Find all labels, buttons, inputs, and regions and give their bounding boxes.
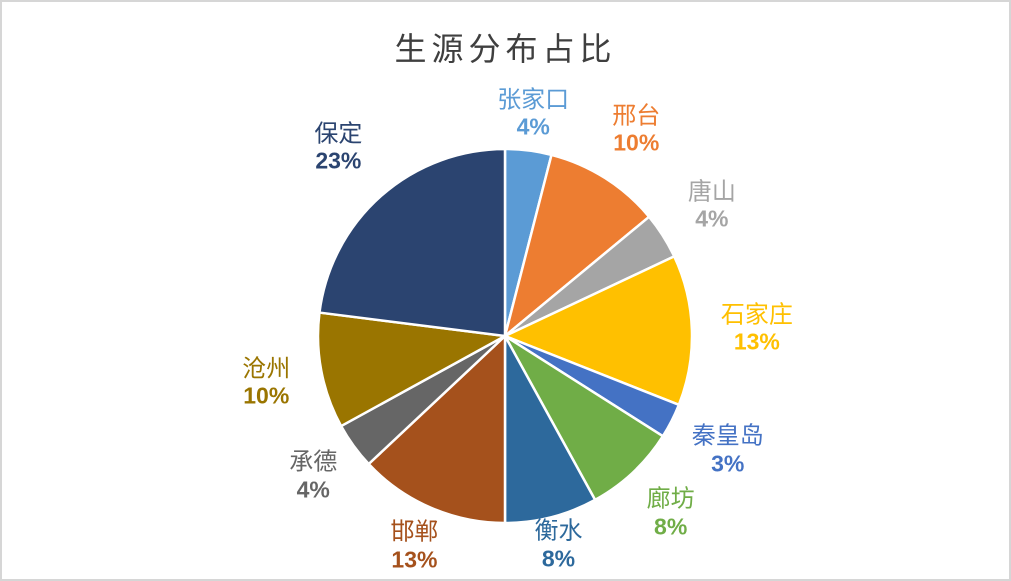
pie-slice-7: [503, 334, 597, 525]
chart-title: 生源分布占比: [394, 30, 617, 68]
pie-slice-2: [503, 153, 651, 338]
pie-slice-8: [367, 334, 507, 525]
pie-slice-10: [316, 311, 507, 428]
pie-slice-4: [503, 255, 694, 407]
pie-slice-6: [503, 334, 665, 502]
pie-slice-11: [318, 147, 507, 338]
